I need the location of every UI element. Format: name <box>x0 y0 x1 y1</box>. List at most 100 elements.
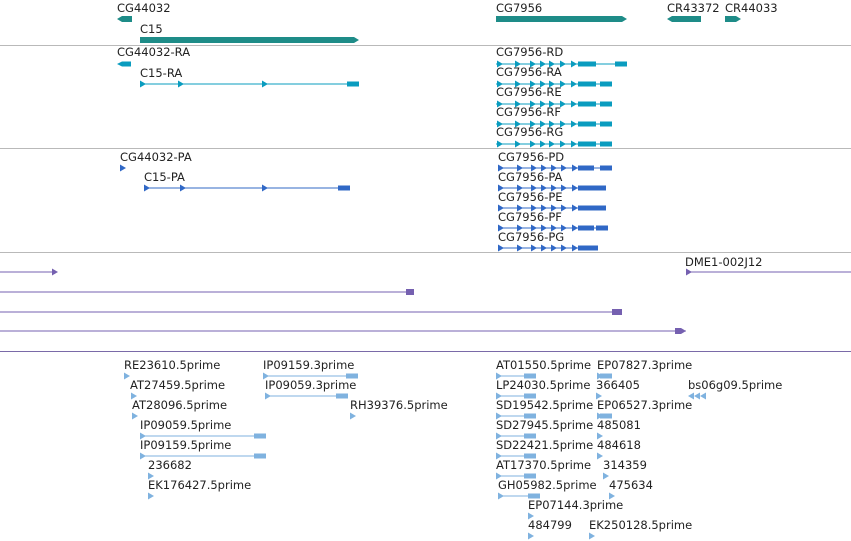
est-label[interactable]: AT27459.5prime <box>130 378 226 392</box>
protein-glyph-exon[interactable] <box>561 244 567 252</box>
est-glyph-end[interactable] <box>600 413 612 419</box>
protein-glyph-exon[interactable] <box>498 224 504 232</box>
protein-exon-block[interactable] <box>578 165 594 171</box>
transcript-glyph-exon[interactable] <box>497 100 503 108</box>
protein-glyph-exon[interactable] <box>517 204 523 212</box>
clone-label[interactable]: DME1-002J12 <box>685 255 763 269</box>
est-glyph-start[interactable] <box>589 532 595 540</box>
transcript-glyph-exon[interactable] <box>497 80 503 88</box>
est-glyph-end[interactable] <box>346 373 358 379</box>
transcript-glyph-exon[interactable] <box>540 140 546 148</box>
est-glyph-start[interactable] <box>609 492 615 500</box>
est-glyph-end[interactable] <box>524 413 536 419</box>
est-glyph-start[interactable] <box>124 372 130 380</box>
protein-exon-block[interactable] <box>578 205 594 211</box>
est-glyph-start[interactable] <box>597 432 603 440</box>
est-label[interactable]: SD19542.5prime <box>496 398 594 412</box>
protein-glyph[interactable] <box>120 164 126 172</box>
clone-end[interactable] <box>406 289 414 295</box>
transcript-glyph-exon[interactable] <box>540 120 546 128</box>
est-label[interactable]: SD27945.5prime <box>496 418 594 432</box>
est-label[interactable]: EK250128.5prime <box>589 518 693 532</box>
clone-end[interactable] <box>52 268 58 276</box>
transcript-glyph-exon[interactable] <box>515 80 521 88</box>
transcript-glyph-exon[interactable] <box>600 81 612 87</box>
transcript-label[interactable]: CG7956-RG <box>496 125 564 139</box>
est-glyph-start[interactable] <box>350 412 356 420</box>
protein-label[interactable]: CG7956-PG <box>498 230 565 244</box>
protein-glyph-exon[interactable] <box>551 204 557 212</box>
protein-glyph-exon[interactable] <box>541 164 547 172</box>
est-label[interactable]: IP09059.3prime <box>265 378 357 392</box>
protein-glyph-exon[interactable] <box>531 204 537 212</box>
transcript-glyph-exon[interactable] <box>540 100 546 108</box>
est-label[interactable]: 484799 <box>528 518 572 532</box>
transcript-glyph-exon[interactable] <box>540 60 546 68</box>
transcript-glyph-exon[interactable] <box>549 120 555 128</box>
est-label[interactable]: 366405 <box>596 378 640 392</box>
transcript-label[interactable]: CG7956-RE <box>496 85 562 99</box>
est-label[interactable]: 314359 <box>603 458 647 472</box>
transcript-glyph-exon[interactable] <box>515 100 521 108</box>
est-glyph-start[interactable] <box>496 372 502 380</box>
protein-glyph-exon[interactable] <box>541 244 547 252</box>
transcript-glyph-exon[interactable] <box>549 60 555 68</box>
protein-glyph-exon[interactable] <box>541 184 547 192</box>
est-glyph-end[interactable] <box>600 373 612 379</box>
protein-label[interactable]: C15-PA <box>144 170 185 184</box>
protein-glyph-exon[interactable] <box>338 185 350 191</box>
protein-glyph-exon[interactable] <box>517 244 523 252</box>
transcript-glyph-exon[interactable] <box>530 140 536 148</box>
est-glyph-end[interactable] <box>524 453 536 459</box>
transcript-glyph-exon[interactable] <box>530 120 536 128</box>
est-glyph-start[interactable] <box>498 492 504 500</box>
clone-end[interactable] <box>675 328 686 334</box>
protein-glyph-exon[interactable] <box>600 165 612 171</box>
transcript-glyph-exon[interactable] <box>515 120 521 128</box>
est-glyph-end[interactable] <box>524 373 536 379</box>
transcript-glyph-exon[interactable] <box>515 140 521 148</box>
transcript-glyph-exon[interactable] <box>540 80 546 88</box>
transcript-exon-block[interactable] <box>578 121 596 127</box>
protein-glyph-exon[interactable] <box>531 164 537 172</box>
protein-glyph-exon[interactable] <box>561 204 567 212</box>
transcript-glyph-exon[interactable] <box>497 60 503 68</box>
est-label[interactable]: LP24030.5prime <box>496 378 591 392</box>
est-label[interactable]: RE23610.5prime <box>124 358 221 372</box>
gene-label-cr43372[interactable]: CR43372 <box>667 1 720 15</box>
transcript-glyph-exon[interactable] <box>600 101 612 107</box>
est-glyph-start[interactable] <box>496 432 502 440</box>
protein-glyph-exon[interactable] <box>517 224 523 232</box>
est-label[interactable]: IP09159.3prime <box>263 358 355 372</box>
est-glyph-end[interactable] <box>524 473 536 479</box>
protein-glyph-exon[interactable] <box>572 224 578 232</box>
est-label[interactable]: 475634 <box>609 478 653 492</box>
transcript-glyph-exon[interactable] <box>530 60 536 68</box>
est-glyph-start[interactable] <box>148 472 154 480</box>
protein-glyph-exon[interactable] <box>498 164 504 172</box>
est-label[interactable]: SD22421.5prime <box>496 438 594 452</box>
gene-glyph-cg7956[interactable] <box>496 16 627 22</box>
gene-glyph-cg44032[interactable] <box>117 16 132 22</box>
gene-glyph-cr43372[interactable] <box>667 16 701 22</box>
transcript-glyph-exon[interactable] <box>262 80 268 88</box>
transcript-glyph-exon[interactable] <box>615 61 627 67</box>
protein-glyph-exon[interactable] <box>561 164 567 172</box>
est-label[interactable]: AT01550.5prime <box>496 358 592 372</box>
transcript-glyph-exon[interactable] <box>560 100 566 108</box>
est-label[interactable]: EP06527.3prime <box>597 398 693 412</box>
protein-label[interactable]: CG44032-PA <box>120 150 192 164</box>
protein-glyph-exon[interactable] <box>541 204 547 212</box>
protein-label[interactable]: CG7956-PE <box>498 190 563 204</box>
protein-glyph-exon[interactable] <box>551 224 557 232</box>
est-glyph-start[interactable] <box>596 392 602 400</box>
est-glyph-start[interactable] <box>131 392 137 400</box>
protein-label[interactable]: CG7956-PD <box>498 150 565 164</box>
transcript-glyph-exon[interactable] <box>347 81 359 87</box>
est-label[interactable]: 484618 <box>597 438 641 452</box>
protein-label[interactable]: CG7956-PA <box>498 170 563 184</box>
est-glyph-start[interactable] <box>148 492 154 500</box>
clone-end[interactable] <box>612 309 622 315</box>
est-label[interactable]: 485081 <box>597 418 641 432</box>
est-glyph-start[interactable] <box>132 412 138 420</box>
